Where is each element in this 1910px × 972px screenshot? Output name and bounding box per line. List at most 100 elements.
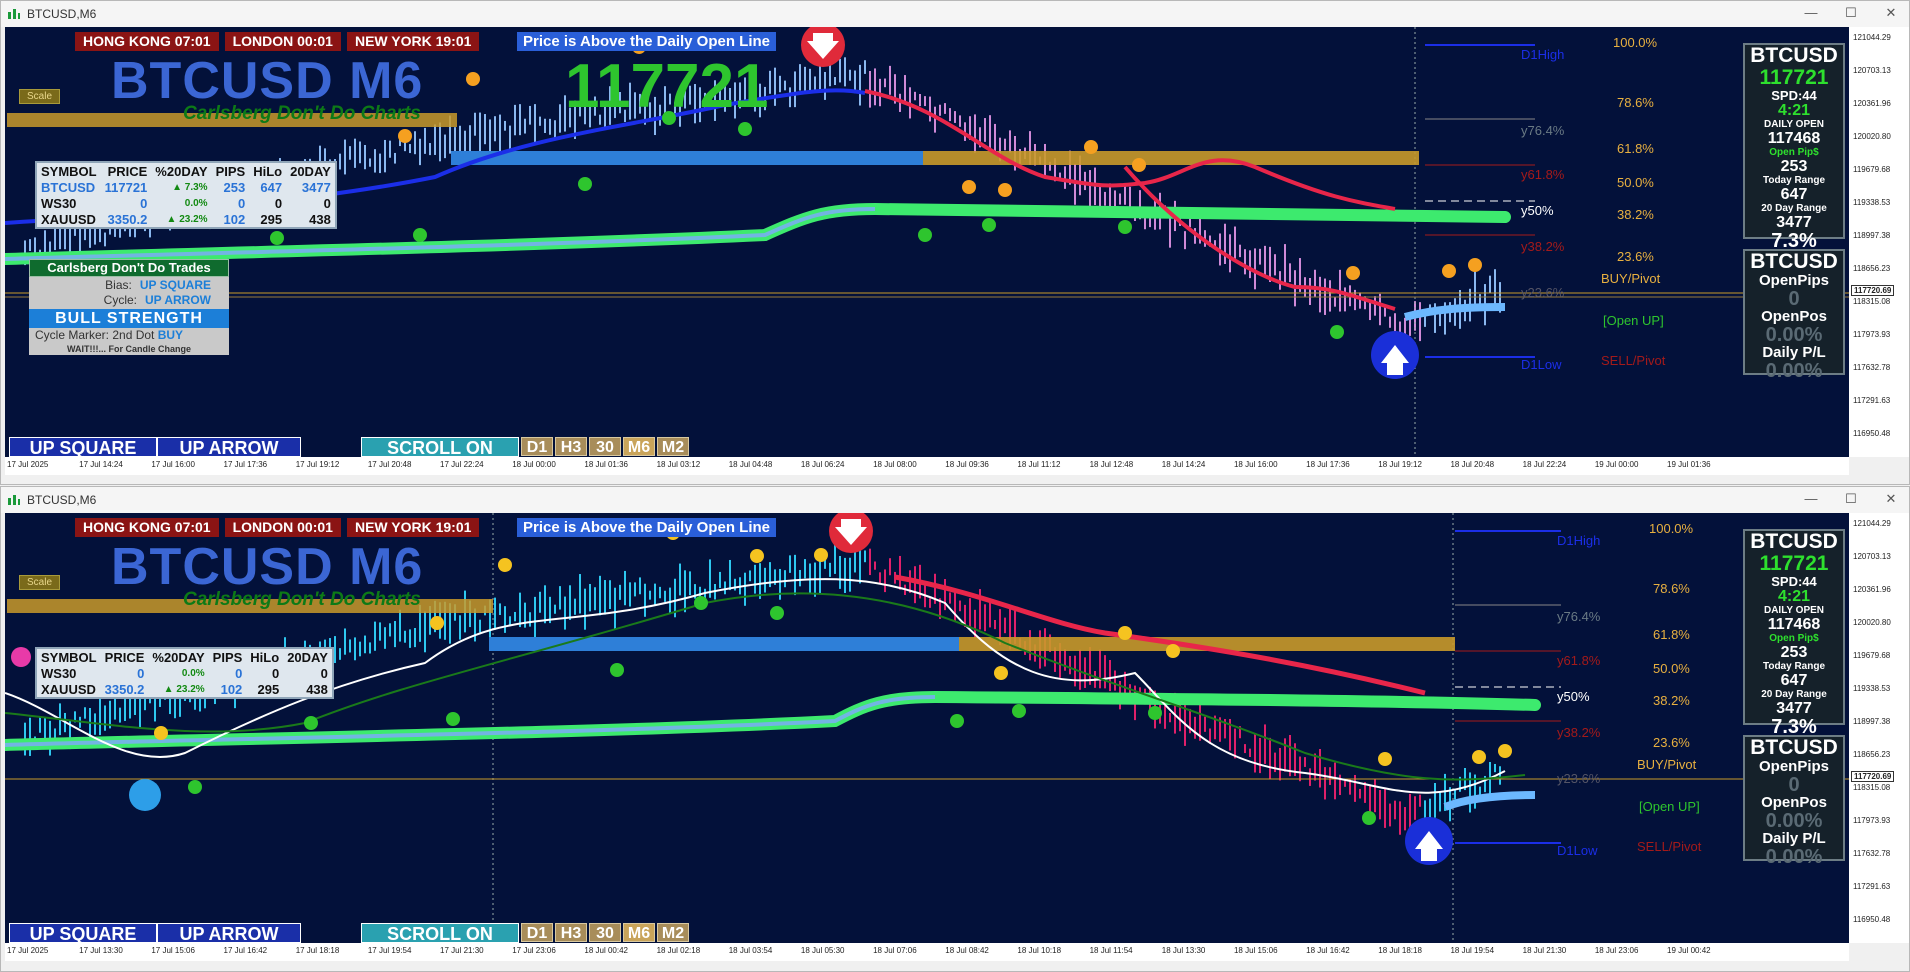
minimize-button[interactable]: — bbox=[1804, 5, 1818, 20]
time-tick-label: 18 Jul 16:00 bbox=[1233, 460, 1278, 469]
cycle-marker-value: BUY bbox=[157, 328, 184, 342]
up-square-button[interactable]: UP SQUARE bbox=[9, 437, 157, 457]
carlsberg-tagline: Carlsberg Don't Do Charts bbox=[183, 589, 421, 610]
time-tick-label: 18 Jul 13:30 bbox=[1161, 946, 1206, 955]
time-tick-label: 18 Jul 01:36 bbox=[584, 460, 628, 469]
tf-h3-button[interactable]: H3 bbox=[555, 923, 587, 942]
bias-value: UP SQUARE bbox=[139, 278, 211, 292]
maximize-button[interactable]: ☐ bbox=[1845, 491, 1857, 506]
open-line-status: Price is Above the Daily Open Line bbox=[517, 518, 777, 537]
price-tick-label: 117291.63 bbox=[1853, 882, 1891, 891]
scroll-on-button[interactable]: SCROLL ON bbox=[361, 923, 519, 943]
close-button[interactable]: ✕ bbox=[1885, 491, 1897, 506]
price-tick-label: 119679.68 bbox=[1853, 651, 1891, 660]
open-up-label: [Open UP] bbox=[1603, 313, 1664, 328]
th-20day: 20DAY bbox=[290, 163, 331, 179]
tf-d1-button[interactable]: D1 bbox=[521, 437, 553, 456]
d1-high-label: D1High bbox=[1521, 47, 1565, 62]
table-row[interactable]: WS30 0 0.0% 0 0 0 bbox=[41, 665, 328, 681]
time-tick-label: 19 Jul 01:36 bbox=[1667, 460, 1711, 469]
th-pips: PIPS bbox=[215, 163, 246, 179]
time-tick-label: 18 Jul 02:18 bbox=[656, 946, 701, 955]
trade-box-header: Carlsberg Don't Do Trades bbox=[29, 259, 229, 277]
time-tick-label: 18 Jul 08:42 bbox=[945, 946, 989, 955]
scale-button[interactable]: Scale bbox=[19, 89, 61, 104]
time-tick-label: 17 Jul 16:42 bbox=[223, 946, 268, 955]
price-tick-label: 120020.80 bbox=[1853, 132, 1891, 141]
price-tick-label: 120361.96 bbox=[1853, 585, 1891, 594]
price-tick-label: 118997.38 bbox=[1853, 231, 1891, 240]
chart-app-icon bbox=[8, 9, 20, 19]
supply-zone bbox=[7, 113, 457, 127]
big-price: 117721 bbox=[565, 52, 769, 121]
green-dots-1 bbox=[158, 111, 1344, 339]
price-scale-1[interactable]: 121044.29 120703.13 120361.96 120020.80 1196… bbox=[1849, 27, 1909, 457]
position-panel: BTCUSD OpenPips 0 OpenPos 0.00% Daily P/… bbox=[1743, 735, 1845, 867]
time-tick-label: 18 Jul 19:54 bbox=[1450, 946, 1495, 955]
y382-label: y38.2% bbox=[1521, 239, 1565, 254]
price-tick-label: 117973.93 bbox=[1853, 816, 1891, 825]
up-square-button[interactable]: UP SQUARE bbox=[9, 923, 157, 943]
time-tick-label: 17 Jul 20:48 bbox=[367, 460, 412, 469]
time-axis-1[interactable]: 17 Jul 2025 17 Jul 14:24 17 Jul 16:00 17 Ju… bbox=[5, 457, 1849, 475]
time-tick-label: 17 Jul 17:36 bbox=[223, 460, 268, 469]
price-chart-1[interactable]: HONG KONG 07:01 LONDON 00:01 NEW YORK 19… bbox=[5, 27, 1849, 457]
table-row[interactable]: WS30 0 0.0% 0 0 0 bbox=[41, 195, 331, 211]
table-row[interactable]: BTCUSD 117721 ▲ 7.3% 253 647 3477 bbox=[41, 179, 331, 195]
price-scale-2[interactable]: 121044.29 120703.13 120361.96 120020.80 1196… bbox=[1849, 513, 1909, 943]
time-axis-2[interactable]: 17 Jul 2025 17 Jul 13:30 17 Jul 15:06 17 Ju… bbox=[5, 943, 1849, 961]
session-hong-kong: HONG KONG 07:01 bbox=[75, 518, 219, 537]
session-new-york: NEW YORK 19:01 bbox=[346, 518, 480, 537]
window-titlebar[interactable]: BTCUSD,M6 — ☐ ✕ bbox=[1, 487, 1909, 513]
price-tick-label: 116950.48 bbox=[1853, 915, 1891, 924]
scroll-on-button[interactable]: SCROLL ON bbox=[361, 437, 519, 457]
time-tick-label: 18 Jul 20:48 bbox=[1450, 460, 1495, 469]
price-tick-label: 121044.29 bbox=[1853, 519, 1891, 528]
time-tick-label: 18 Jul 22:24 bbox=[1522, 460, 1567, 469]
y764-label: y76.4% bbox=[1521, 123, 1565, 138]
time-tick-label: 18 Jul 07:06 bbox=[873, 946, 917, 955]
price-tick-label: 120703.13 bbox=[1853, 66, 1891, 75]
time-tick-label: 18 Jul 06:24 bbox=[800, 460, 845, 469]
fib-50: 50.0% bbox=[1617, 175, 1654, 190]
price-chart-2[interactable]: HONG KONG 07:01 LONDON 00:01 NEW YORK 19… bbox=[5, 513, 1849, 943]
tf-h3-button[interactable]: H3 bbox=[555, 437, 587, 456]
symbol-table: SYMBOL PRICE %20DAY PIPS HiLo 20DAY WS30… bbox=[35, 647, 334, 699]
session-clock-bar: HONG KONG 07:01 LONDON 00:01 NEW YORK 19… bbox=[75, 518, 480, 537]
scale-button[interactable]: Scale bbox=[19, 575, 61, 590]
tf-d1-button[interactable]: D1 bbox=[521, 923, 553, 942]
table-row[interactable]: XAUUSD 3350.2 ▲ 23.2% 102 295 438 bbox=[41, 211, 331, 227]
price-tick-label: 118315.08 bbox=[1853, 297, 1891, 306]
time-tick-label: 18 Jul 03:12 bbox=[656, 460, 701, 469]
price-tick-label: 117291.63 bbox=[1853, 396, 1891, 405]
tf-m2-button[interactable]: M2 bbox=[657, 437, 689, 456]
fib-786: 78.6% bbox=[1617, 95, 1654, 110]
demand-zone bbox=[489, 637, 959, 651]
tf-30-button[interactable]: 30 bbox=[589, 437, 621, 456]
table-row[interactable]: XAUUSD 3350.2 ▲ 23.2% 102 295 438 bbox=[41, 681, 328, 697]
maximize-button[interactable]: ☐ bbox=[1845, 5, 1857, 20]
price-tick-label: 116950.48 bbox=[1853, 429, 1891, 438]
symbol-title: BTCUSD M6 bbox=[111, 52, 424, 110]
current-price-tag: 117720.69 bbox=[1851, 771, 1895, 782]
tf-m6-button[interactable]: M6 bbox=[623, 923, 655, 942]
tf-30-button[interactable]: 30 bbox=[589, 923, 621, 942]
minimize-button[interactable]: — bbox=[1804, 491, 1818, 506]
panel-price: 117721 bbox=[1759, 66, 1829, 89]
close-button[interactable]: ✕ bbox=[1885, 5, 1897, 20]
time-tick-label: 18 Jul 11:12 bbox=[1017, 460, 1061, 469]
chart-window-1: BTCUSD,M6 — ☐ ✕ bbox=[0, 0, 1910, 485]
tf-m2-button[interactable]: M2 bbox=[657, 923, 689, 942]
bull-strength-bar: BULL STRENGTH bbox=[29, 309, 229, 328]
price-tick-label: 119679.68 bbox=[1853, 165, 1891, 174]
window-titlebar[interactable]: BTCUSD,M6 — ☐ ✕ bbox=[1, 1, 1909, 27]
up-arrow-button[interactable]: UP ARROW bbox=[157, 923, 301, 943]
window-title: BTCUSD,M6 bbox=[27, 493, 97, 507]
price-tick-label: 121044.29 bbox=[1853, 33, 1891, 42]
current-price-tag: 117720.69 bbox=[1851, 285, 1895, 296]
time-tick-label: 17 Jul 2025 bbox=[7, 460, 49, 469]
time-tick-label: 17 Jul 2025 bbox=[7, 946, 49, 955]
demand-zone bbox=[451, 151, 923, 165]
up-arrow-button[interactable]: UP ARROW bbox=[157, 437, 301, 457]
tf-m6-button[interactable]: M6 bbox=[623, 437, 655, 456]
